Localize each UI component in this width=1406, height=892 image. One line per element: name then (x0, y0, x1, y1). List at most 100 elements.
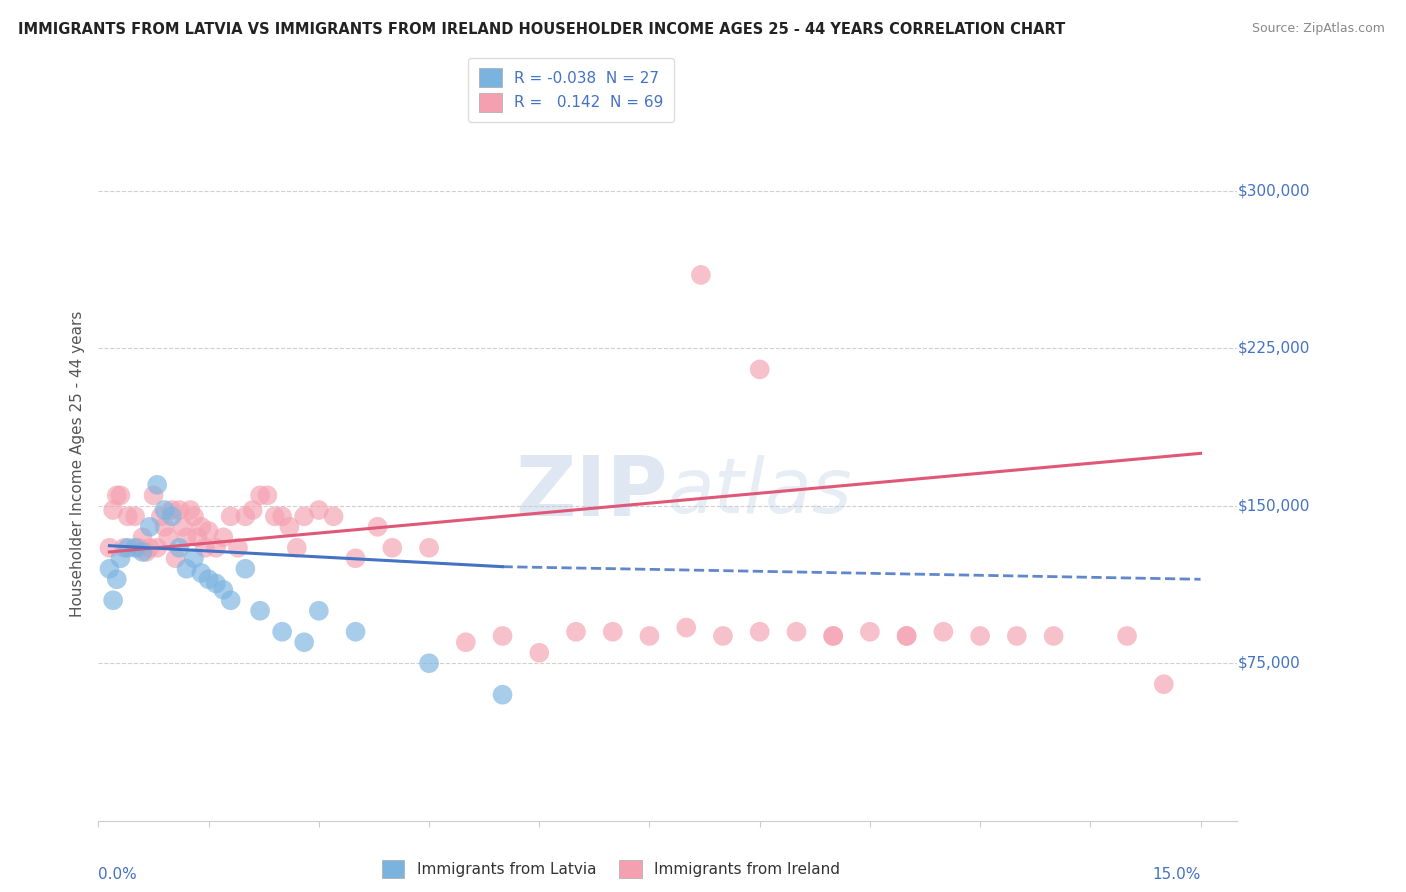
Text: $225,000: $225,000 (1237, 341, 1309, 356)
Point (117, 541, 139, 555)
Text: atlas: atlas (668, 456, 852, 529)
Point (117, 509, 139, 524)
Point (131, 530, 153, 544)
Point (344, 551, 367, 566)
Point (187, 530, 209, 544)
Point (112, 541, 135, 555)
Text: $300,000: $300,000 (1237, 184, 1310, 199)
Point (149, 509, 172, 524)
Point (367, 520, 389, 534)
Point (142, 488, 165, 502)
Point (153, 520, 176, 534)
Point (124, 541, 146, 555)
Point (135, 545, 157, 559)
Point (748, 362, 770, 376)
Point (748, 624, 770, 639)
Point (131, 545, 153, 559)
Text: 15.0%: 15.0% (1152, 867, 1201, 882)
Point (322, 509, 344, 524)
Point (491, 688, 513, 702)
Point (176, 562, 198, 576)
Point (1042, 629, 1064, 643)
Point (308, 604, 330, 618)
Point (381, 541, 404, 555)
Point (190, 520, 212, 534)
Text: ZIP: ZIP (516, 452, 668, 533)
Point (271, 509, 294, 524)
Point (179, 503, 201, 517)
Point (197, 572, 219, 586)
Point (153, 503, 176, 517)
Text: IMMIGRANTS FROM LATVIA VS IMMIGRANTS FROM IRELAND HOUSEHOLDER INCOME AGES 25 - 4: IMMIGRANTS FROM LATVIA VS IMMIGRANTS FRO… (18, 22, 1066, 37)
Point (292, 509, 315, 524)
Point (308, 503, 330, 517)
Point (98, 562, 121, 576)
Text: 0.0%: 0.0% (98, 867, 138, 882)
Point (785, 624, 807, 639)
Point (146, 478, 169, 492)
Point (160, 509, 183, 524)
Legend: Immigrants from Latvia, Immigrants from Ireland: Immigrants from Latvia, Immigrants from … (375, 854, 846, 884)
Point (278, 520, 301, 534)
Point (271, 624, 294, 639)
Point (285, 541, 308, 555)
Point (292, 635, 315, 649)
Point (1116, 629, 1139, 643)
Point (124, 509, 146, 524)
Point (110, 488, 132, 502)
Point (219, 593, 242, 607)
Point (197, 524, 219, 538)
Point (896, 629, 918, 643)
Point (491, 629, 513, 643)
Point (190, 566, 212, 580)
Point (157, 530, 180, 544)
Point (859, 624, 882, 639)
Point (711, 629, 734, 643)
Point (101, 503, 124, 517)
Text: $75,000: $75,000 (1237, 656, 1301, 671)
Point (263, 509, 285, 524)
Point (242, 503, 264, 517)
Point (638, 629, 661, 643)
Point (172, 520, 194, 534)
Point (565, 624, 588, 639)
Point (98, 541, 121, 555)
Point (235, 562, 257, 576)
Point (205, 576, 228, 591)
Point (418, 541, 440, 555)
Point (139, 541, 162, 555)
Point (205, 541, 228, 555)
Point (675, 621, 697, 635)
Point (823, 629, 845, 643)
Text: $150,000: $150,000 (1237, 499, 1309, 513)
Point (167, 503, 190, 517)
Point (139, 520, 162, 534)
Point (194, 541, 217, 555)
Point (1005, 629, 1028, 643)
Text: Source: ZipAtlas.com: Source: ZipAtlas.com (1251, 22, 1385, 36)
Point (823, 629, 845, 643)
Point (167, 541, 190, 555)
Point (690, 268, 713, 282)
Point (219, 509, 242, 524)
Point (454, 635, 477, 649)
Point (105, 572, 128, 586)
Point (110, 551, 132, 566)
Point (418, 657, 440, 671)
Point (105, 488, 128, 502)
Point (183, 551, 205, 566)
Point (183, 509, 205, 524)
Point (602, 624, 624, 639)
Point (969, 629, 991, 643)
Point (146, 541, 169, 555)
Point (165, 551, 187, 566)
Point (249, 488, 271, 502)
Point (1153, 677, 1175, 691)
Point (932, 624, 955, 639)
Point (896, 629, 918, 643)
Point (212, 530, 235, 544)
Point (256, 488, 278, 502)
Point (344, 624, 367, 639)
Point (160, 503, 183, 517)
Point (128, 541, 150, 555)
